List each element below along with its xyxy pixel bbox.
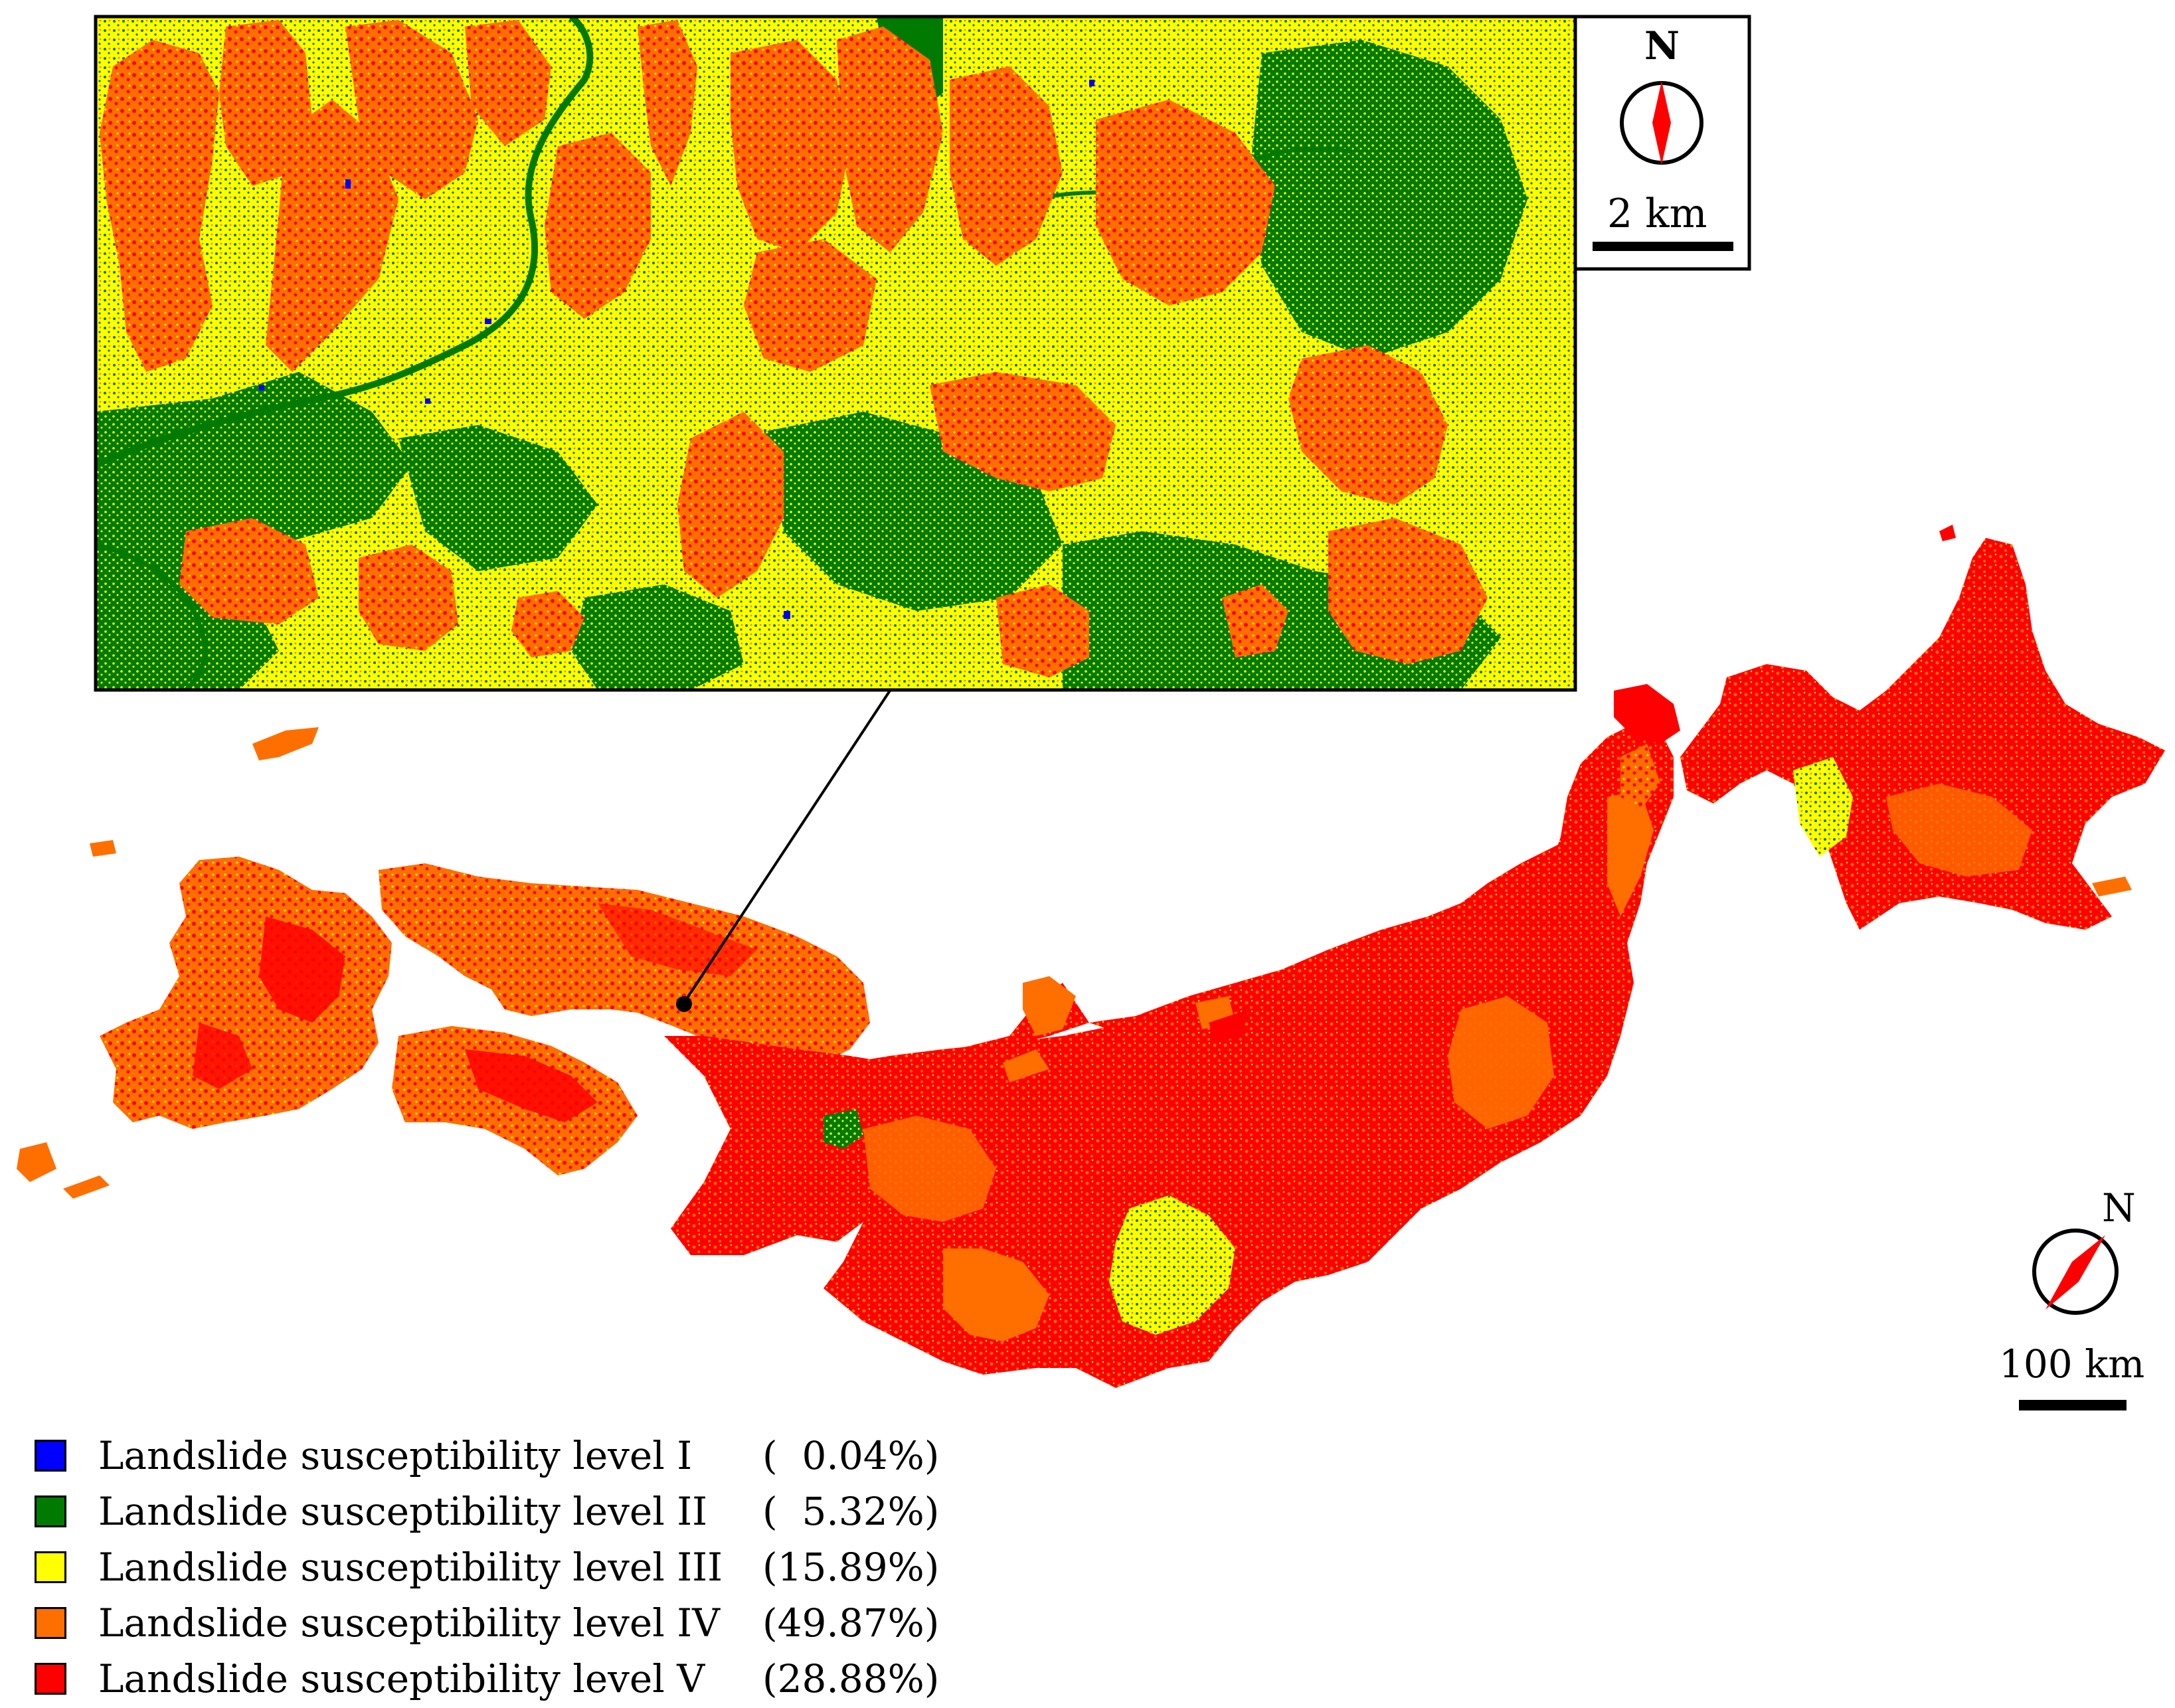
region-hokkaido-yellow [1793,757,1853,857]
main-map [17,525,2165,1388]
inset-green-8 [571,584,744,690]
region-hokkaido-orange [1886,784,2032,877]
legend-label: Landslide susceptibility level II [98,1489,708,1534]
region-kyushu-red [259,916,345,1023]
islet-west-3 [63,1175,110,1199]
inset-orange-11 [950,66,1063,266]
inset-compass-needle [1652,81,1671,165]
region-orange-center [863,1116,996,1222]
region-chugoku-red [598,903,757,976]
region-kyushu [100,857,392,1129]
region-green-lake [824,1109,863,1149]
legend-percent: ( 5.32%) [762,1489,940,1534]
legend-percent: (15.89%) [762,1545,940,1590]
legend-item-level-1: Landslide susceptibility level I ( 0.04%… [35,1428,939,1484]
inset-orange-20 [511,591,584,657]
legend-item-level-5: Landslide susceptibility level V (28.88%… [35,1651,939,1707]
inset-green-3 [1249,40,1527,359]
legend: Landslide susceptibility level I ( 0.04%… [35,1428,939,1707]
region-honshu-main [843,843,1620,1368]
legend-percent: ( 0.04%) [762,1433,940,1478]
legend-swatch-level-5 [35,1663,66,1695]
region-hokkaido [1680,538,2165,930]
legend-label: Landslide susceptibility level IV [98,1600,721,1646]
inset-scale-label: 2 km [1607,191,1707,237]
inset-river [96,17,594,468]
inset-orange-3 [266,100,398,372]
inset-leader-line [683,689,891,1004]
inset-frame [94,15,1577,692]
inset-orange-21 [1222,584,1288,657]
islet-misc [1003,1049,1049,1082]
inset-blue-specks [259,80,1094,619]
inset-orange-7 [638,20,697,186]
inset-map [96,17,1575,690]
inset-orange-4 [345,20,478,199]
inset-north-label: N [1644,23,1680,68]
islet-west-2 [17,1142,56,1182]
inset-scale-bar [1593,242,1733,251]
islet-north-2 [2092,877,2132,897]
inset-orange-18 [1328,518,1488,664]
inset-orange-14 [677,412,784,598]
inset-orange-17 [1288,345,1448,505]
legend-swatch-level-3 [35,1551,66,1583]
region-kyushu-red2 [193,1023,252,1089]
region-orange-east [1448,996,1554,1129]
islet-west-4 [252,727,319,760]
legend-item-level-4: Landslide susceptibility level IV (49.87… [35,1595,939,1651]
main-compass-needle [2045,1235,2105,1310]
inset-orange-10 [837,27,943,252]
inset-orange-15 [179,518,319,624]
legend-percent: (28.88%) [762,1656,940,1701]
inset-green-1 [96,372,412,598]
region-chugoku [379,863,870,1063]
main-scale-label: 100 km [1999,1341,2145,1387]
region-shikoku-red [465,1049,598,1122]
main-north-label: N [2102,1185,2136,1231]
region-orange-south [943,1248,1049,1341]
inset-orange-12 [1096,100,1275,305]
islet-noto [1023,976,1076,1036]
legend-label: Landslide susceptibility level III [98,1545,723,1590]
region-yellow-kii [1109,1195,1235,1335]
inset-green-6 [398,425,598,571]
region-tohoku-east [1607,790,1654,916]
region-tohoku-north [1614,684,1680,744]
legend-label: Landslide susceptibility level I [98,1433,693,1478]
islet-north-1 [1939,525,1956,541]
legend-percent: (49.87%) [762,1600,940,1646]
inset-orange-9 [744,239,877,372]
islet-oki [1209,1009,1249,1043]
islet-west-1 [90,840,116,857]
inset-orange-1 [100,40,219,372]
legend-item-level-3: Landslide susceptibility level III (15.8… [35,1539,939,1595]
legend-swatch-level-4 [35,1607,66,1639]
inset-orange-6 [545,133,651,319]
legend-swatch-level-2 [35,1495,66,1527]
legend-swatch-level-1 [35,1440,66,1472]
inset-orange-5 [465,20,551,146]
legend-item-level-2: Landslide susceptibility level II ( 5.32… [35,1484,939,1539]
legend-label: Landslide susceptibility level V [98,1656,705,1701]
inset-orange-13 [930,372,1116,491]
inset-orange-19 [996,584,1089,677]
inset-orange-8 [731,40,850,252]
region-hokkaido-peninsula [1620,744,1660,810]
inset-river-2 [96,542,207,690]
inset-location-marker [676,996,692,1012]
main-scale-bar [2019,1400,2127,1410]
inset-orange-16 [359,545,458,651]
